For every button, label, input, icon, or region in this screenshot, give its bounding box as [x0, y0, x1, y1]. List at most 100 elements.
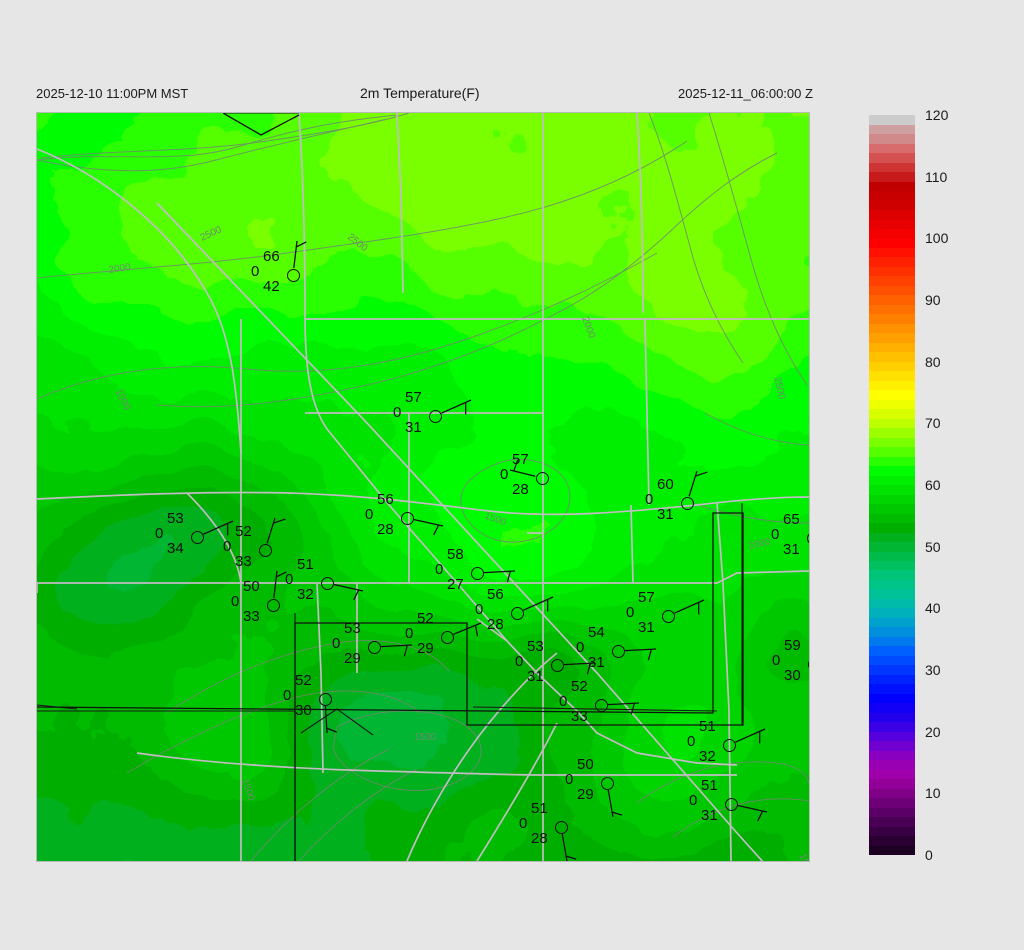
- station-sky-cover-value: 0: [405, 625, 414, 642]
- station-sky-cover-value: 0: [393, 404, 402, 421]
- colorbar-tick-90: 90: [925, 292, 941, 308]
- colorbar-band: [869, 333, 915, 343]
- highway-lines: [37, 113, 809, 861]
- wind-barb-icon: [324, 705, 337, 734]
- station-circle-icon: [535, 471, 549, 485]
- colorbar-band: [869, 513, 915, 524]
- station-temperature: 50: [577, 756, 594, 773]
- contour-label: 1500: [796, 852, 809, 861]
- station-sky-cover-value: 0: [231, 593, 240, 610]
- wind-barb-icon: [266, 517, 286, 544]
- station-dewpoint: 31: [405, 419, 422, 436]
- colorbar-gradient: [869, 115, 915, 855]
- station-dewpoint: 28: [531, 830, 548, 847]
- station-dewpoint: 32: [297, 586, 314, 603]
- colorbar-tick-labels: 120 110 100 90 80 70 60 50 40 30 20 10 0: [925, 105, 995, 865]
- colorbar-band: [869, 798, 915, 808]
- station-sky-cover-value: 0: [689, 792, 698, 809]
- station-temperature: 60: [657, 476, 674, 493]
- station-dewpoint: 29: [577, 786, 594, 803]
- station-dewpoint: 32: [699, 748, 716, 765]
- colorbar-tick-60: 60: [925, 477, 941, 493]
- valid-time-label: 2025-12-11_06:00:00 Z: [678, 86, 813, 101]
- wind-barb-icon: [737, 804, 768, 822]
- station-sky-cover-value: 0: [559, 693, 568, 710]
- colorbar-band: [869, 466, 915, 476]
- colorbar-band: [869, 731, 915, 742]
- colorbar-band: [869, 323, 915, 334]
- station-temperature: 66: [263, 248, 280, 265]
- station-temperature: 57: [405, 389, 422, 406]
- station-dewpoint: 28: [377, 521, 394, 538]
- station-circle-icon: [611, 644, 625, 658]
- station-circle-icon: [440, 630, 454, 644]
- wind-barb-icon: [413, 518, 444, 536]
- wind-barb-icon: [688, 470, 708, 497]
- station-temperature: 51: [297, 556, 314, 573]
- colorbar-band: [869, 608, 915, 618]
- station-dewpoint: 27: [447, 576, 464, 593]
- station-dewpoint: 31: [783, 541, 800, 558]
- station-circle-icon: [190, 530, 204, 544]
- station-sky-cover-value: 0: [435, 561, 444, 578]
- colorbar-band: [869, 390, 915, 400]
- colorbar-band: [869, 371, 915, 381]
- colorbar-band: [869, 570, 915, 580]
- station-sky-cover-value: 0: [576, 639, 585, 656]
- station-dewpoint: 29: [417, 640, 434, 657]
- station-sky-cover-value: 0: [515, 653, 524, 670]
- station-sky-cover-value: 0: [687, 733, 696, 750]
- colorbar-tick-40: 40: [925, 600, 941, 617]
- station-circle-icon: [600, 776, 614, 790]
- map-overlay-vectors: 2500200015002500200025001500150015002000…: [37, 113, 809, 861]
- colorbar-band: [869, 304, 915, 315]
- station-sky-cover-value: 0: [772, 652, 781, 669]
- station-sky-cover-value: 0: [645, 491, 654, 508]
- station-circle-icon: [428, 409, 442, 423]
- page-title: 2m Temperature(F): [360, 85, 480, 101]
- station-sky-cover-value: 0: [283, 687, 292, 704]
- station-sky-cover-value: 0: [519, 815, 528, 832]
- colorbar-band: [869, 238, 915, 248]
- colorbar-band: [869, 779, 915, 789]
- temperature-map-panel[interactable]: 2500 2000 1500 2500 2000 2500 1500 1500 1500 2000…: [36, 112, 810, 862]
- colorbar-band: [869, 285, 915, 296]
- colorbar-band: [869, 229, 915, 239]
- colorbar-band: [869, 437, 915, 448]
- wind-barb-icon: [203, 520, 234, 536]
- state-boundary-lines: [37, 113, 744, 861]
- wind-barb-icon: [735, 728, 766, 744]
- colorbar-tick-50: 50: [925, 538, 941, 555]
- colorbar-tick-0: 0: [925, 847, 933, 863]
- colorbar-band: [869, 665, 915, 675]
- station-dewpoint: 31: [701, 807, 718, 824]
- colorbar-band: [869, 542, 915, 552]
- contour-label-group: 2500200015002500200025001500150015002000…: [108, 224, 809, 861]
- wind-barb-icon: [333, 583, 364, 601]
- colorbar-band: [869, 617, 915, 628]
- station-temperature: 57: [512, 451, 529, 468]
- station-circle-icon: [550, 658, 564, 672]
- colorbar[interactable]: [869, 115, 915, 855]
- station-circle-icon: [510, 606, 524, 620]
- station-dewpoint: 33: [235, 553, 252, 570]
- colorbar-band: [869, 750, 915, 761]
- station-temperature: 58: [447, 546, 464, 563]
- colorbar-band: [869, 836, 915, 846]
- station-circle-icon: [266, 598, 280, 612]
- colorbar-band: [869, 674, 915, 685]
- colorbar-band: [869, 361, 915, 372]
- station-sky-cover-value: 0: [475, 601, 484, 618]
- colorbar-band: [869, 560, 915, 571]
- colorbar-band: [869, 636, 915, 647]
- station-circle-icon: [286, 268, 300, 282]
- colorbar-band: [869, 504, 915, 514]
- station-sky-cover-value: 0: [365, 506, 374, 523]
- station-temperature: 56: [487, 586, 504, 603]
- wind-barb-icon: [293, 240, 307, 269]
- colorbar-band: [869, 598, 915, 609]
- station-dewpoint: 31: [657, 506, 674, 523]
- colorbar-band: [869, 172, 915, 182]
- station-sky-cover-value: 0: [565, 771, 574, 788]
- colorbar-band: [869, 807, 915, 818]
